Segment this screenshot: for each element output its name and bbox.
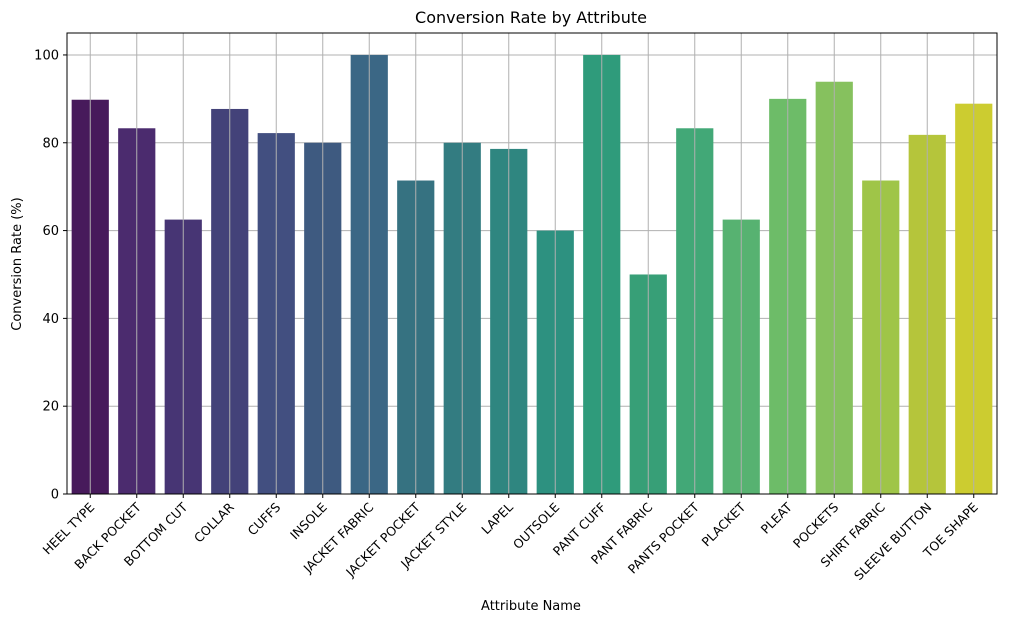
y-tick-label: 40 [42,312,59,327]
chart-title: Conversion Rate by Attribute [415,8,647,27]
y-axis-label: Conversion Rate (%) [10,197,25,330]
x-tick-label: INSOLE [287,499,330,542]
y-tick-label: 80 [42,136,59,151]
y-tick-label: 100 [34,48,59,63]
x-tick-label: PLACKET [698,499,748,549]
plot-frame [66,32,998,495]
x-tick-label: LAPEL [478,499,516,537]
x-tick-label: CUFFS [244,499,283,538]
grid-lines [67,54,997,495]
bars [71,54,993,495]
x-tick-label: COLLAR [191,499,237,545]
y-tick-label: 60 [42,224,59,239]
y-tick-label: 0 [51,488,59,503]
y-tick-label: 20 [42,400,59,415]
x-tick-label: PLEAT [758,499,795,536]
x-axis-label: Attribute Name [481,599,581,614]
